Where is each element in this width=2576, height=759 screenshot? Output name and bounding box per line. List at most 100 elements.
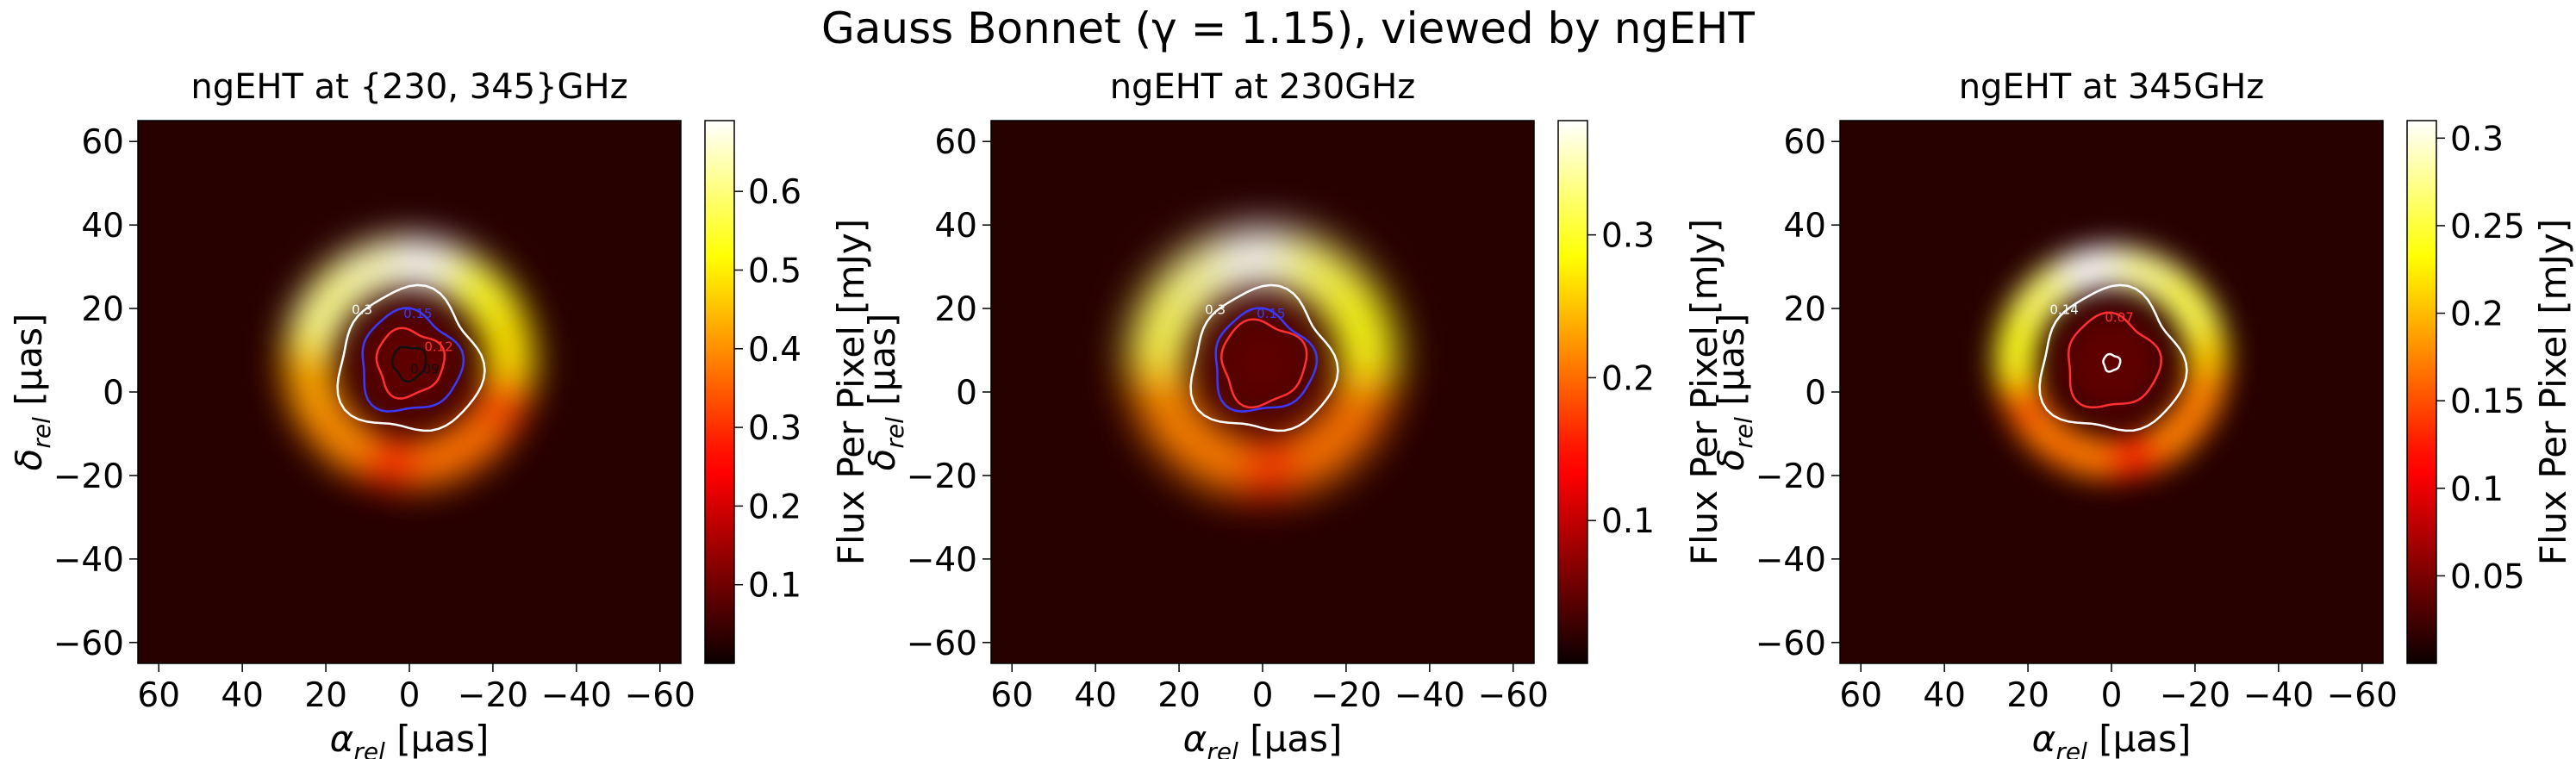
y-tick-label: −20	[907, 457, 977, 496]
y-tick-label: 60	[934, 123, 977, 162]
x-tick-label: −40	[2243, 676, 2314, 715]
y-tick-label: 40	[81, 207, 124, 246]
contour-line	[2067, 311, 2162, 409]
y-tick-label: −60	[53, 625, 124, 663]
y-axis-label: δrel [μas]	[861, 314, 909, 471]
x-axis-label: αrel [μas]	[1183, 718, 1343, 759]
contour-line	[336, 283, 486, 432]
ring-blob	[483, 328, 535, 380]
y-tick-label: 20	[1783, 290, 1826, 329]
x-tick-label: 0	[399, 676, 421, 715]
y-tick-label: −20	[53, 457, 124, 496]
colorbar-label: Flux Per Pixel [mJy]	[2532, 219, 2574, 565]
colorbar-tick-label: 0.15	[2450, 383, 2525, 421]
colorbar-tick-label: 0.2	[748, 488, 801, 526]
y-tick-label: −40	[53, 541, 124, 580]
contour-label: 0.15	[1257, 306, 1285, 321]
contour-line	[361, 307, 465, 413]
colorbar-label: Flux Per Pixel [mJy]	[1683, 219, 1725, 565]
contour-label: 0.07	[2105, 310, 2133, 326]
contour-line	[390, 345, 427, 383]
y-tick-label: 60	[1783, 123, 1826, 162]
x-tick-label: −60	[625, 676, 695, 715]
panel-title: ngEHT at {230, 345}GHz	[190, 67, 627, 107]
colorbar-tick-label: 0.5	[748, 252, 801, 290]
x-tick-label: 20	[304, 676, 347, 715]
colorbar-tick-label: 0.1	[748, 567, 801, 606]
colorbar	[704, 120, 735, 664]
figure-title: Gauss Bonnet (γ = 1.15), viewed by ngEHT	[821, 3, 1755, 53]
x-tick-label: 40	[1923, 676, 1966, 715]
colorbar	[2406, 120, 2437, 664]
x-tick-label: −60	[1478, 676, 1549, 715]
contour-line	[2038, 283, 2188, 432]
panel-1: 0.3 0.15 0.12 0.09 60 40 20 0 −20 −40 −60 60 40 20 0 −2…	[8, 67, 872, 759]
x-tick-label: 0	[1252, 676, 1274, 715]
x-tick-label: 60	[137, 676, 180, 715]
ring-emission	[1128, 228, 1397, 497]
heatmap-image: 0.3 0.15 0.12 0.09	[138, 121, 681, 663]
y-tick-label: 20	[81, 290, 124, 329]
ring-blob	[1337, 323, 1397, 384]
heatmap-image: 0.3 0.15	[991, 121, 1534, 663]
y-tick-label: −40	[907, 541, 977, 580]
colorbar-tick-label: 0.25	[2450, 208, 2525, 246]
x-tick-label: 0	[2101, 676, 2123, 715]
contour-line	[1214, 307, 1319, 413]
colorbar-tick-label: 0.6	[748, 173, 801, 212]
x-axis-label: αrel [μas]	[330, 718, 490, 759]
x-tick-label: −40	[541, 676, 612, 715]
colorbar-tick-label: 0.4	[748, 331, 801, 370]
y-tick-label: −60	[907, 625, 977, 663]
contour-label: 0.15	[403, 306, 432, 321]
y-tick-label: 40	[1783, 207, 1826, 246]
x-tick-label: −20	[458, 676, 528, 715]
y-axis-label: δrel [μas]	[1710, 314, 1758, 471]
x-tick-label: 20	[2006, 676, 2049, 715]
panel-title: ngEHT at 230GHz	[1110, 67, 1416, 107]
x-tick-label: −40	[1394, 676, 1465, 715]
y-tick-label: 60	[81, 123, 124, 162]
y-tick-label: 20	[934, 290, 977, 329]
y-tick-label: −20	[1756, 457, 1826, 496]
contour-line	[1189, 283, 1339, 432]
x-tick-label: −20	[1311, 676, 1382, 715]
contour-line	[375, 327, 446, 400]
colorbar-tick-label: 0.1	[1601, 502, 1655, 541]
colorbar-tick-label: 0.2	[1601, 359, 1655, 398]
colorbar-tick-label: 0.05	[2450, 557, 2525, 596]
ring-blob	[2186, 333, 2229, 376]
x-tick-label: 40	[1074, 676, 1117, 715]
ring-emission	[284, 237, 535, 488]
y-tick-label: −40	[1756, 541, 1826, 580]
colorbar-tick-label: 0.3	[2450, 120, 2504, 159]
y-tick-label: 0	[1805, 374, 1826, 413]
panel-title: ngEHT at 345GHz	[1959, 67, 2265, 107]
contour-label: 0.3	[352, 302, 372, 318]
ring-emission	[1994, 246, 2229, 480]
contour-label: 0.14	[2049, 302, 2078, 318]
contour-label: 0.09	[410, 362, 439, 377]
contour-line	[2102, 352, 2122, 373]
x-tick-label: 60	[990, 676, 1033, 715]
heatmap-image: 0.14 0.07	[1840, 121, 2383, 663]
contour-line	[1219, 318, 1308, 409]
y-tick-label: 40	[934, 207, 977, 246]
colorbar-tick-label: 0.3	[1601, 217, 1655, 256]
colorbar-label: Flux Per Pixel [mJy]	[830, 219, 872, 565]
colorbar-tick-label: 0.1	[2450, 470, 2504, 509]
x-tick-label: −20	[2160, 676, 2230, 715]
ring-interior	[2058, 309, 2165, 416]
contour-label: 0.12	[424, 339, 452, 354]
colorbar-tick-label: 0.3	[748, 409, 801, 448]
y-axis-label: δrel [μas]	[8, 314, 56, 471]
colorbar-tick-label: 0.2	[2450, 296, 2504, 334]
panel-2: 0.3 0.15 60 40 20 0 −20 −40 −60 60 40 20 0 −20 −40 −60 n…	[861, 67, 1725, 759]
x-tick-label: 60	[1839, 676, 1882, 715]
x-tick-label: −60	[2327, 676, 2398, 715]
x-tick-label: 20	[1157, 676, 1201, 715]
x-axis-label: αrel [μas]	[2032, 718, 2192, 759]
y-tick-label: 0	[956, 374, 977, 413]
y-tick-label: 0	[103, 374, 124, 413]
